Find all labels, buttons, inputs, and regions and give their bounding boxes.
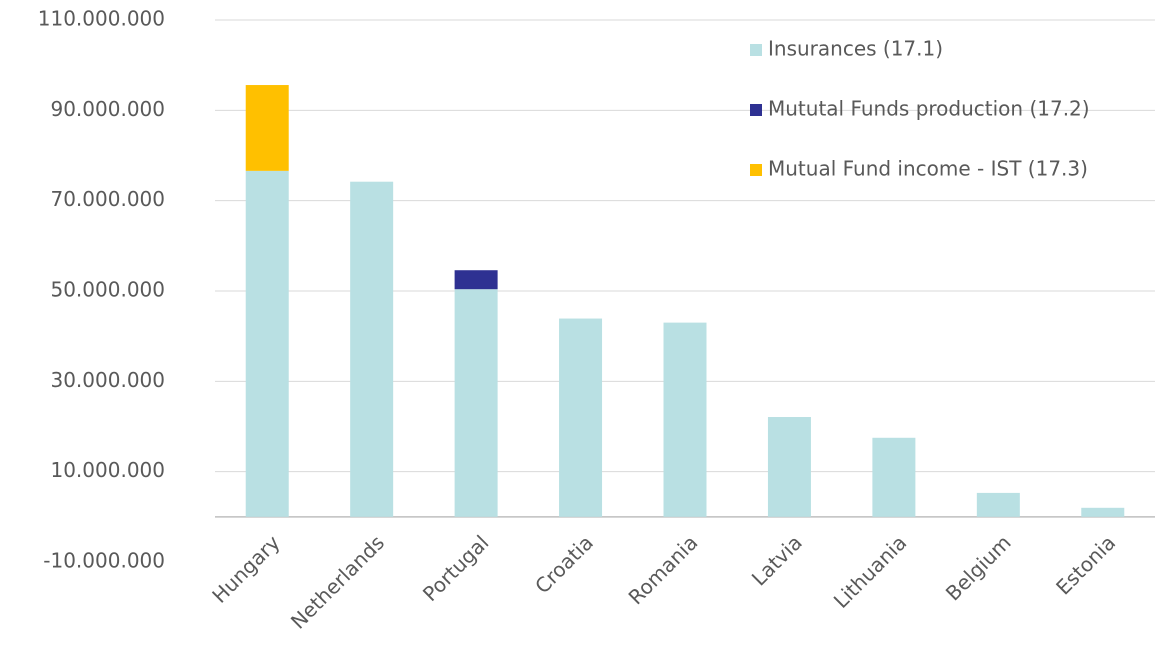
legend-label: Mutual Fund income - IST (17.3) [768,157,1088,181]
x-tick-label: Latvia [747,530,807,590]
x-tick-label: Estonia [1051,530,1120,599]
x-tick-label: Hungary [207,530,284,607]
bar-segment [559,318,603,517]
x-tick-label: Belgium [941,530,1016,605]
bar-segment [872,437,916,517]
legend-label: Mututal Funds production (17.2) [768,97,1090,121]
bar-segment [767,417,811,517]
legend-swatch [750,164,762,176]
y-tick-label: 110.000.000 [38,7,165,31]
bar-segment [454,289,498,517]
y-tick-label: 30.000.000 [50,368,165,392]
legend-label: Insurances (17.1) [768,37,943,61]
x-tick-label: Romania [624,530,703,609]
x-tick-label: Croatia [530,530,598,598]
bar-segment [245,85,289,171]
bar-segment [350,181,394,517]
x-tick-label: Portugal [418,530,494,606]
bar-segment [976,492,1020,517]
y-tick-label: 90.000.000 [50,97,165,121]
bar-segment [1081,507,1125,517]
x-tick-label: Lithuania [829,530,911,612]
y-tick-label: 50.000.000 [50,278,165,302]
legend-swatch [750,44,762,56]
legend-swatch [750,104,762,116]
bar-segment [454,270,498,290]
y-tick-label: 70.000.000 [50,187,165,211]
x-tick-label: Netherlands [286,530,389,633]
y-tick-label: -10.000.000 [43,549,165,573]
bar-segment [245,170,289,517]
bar-segment [663,322,707,517]
y-tick-label: 10.000.000 [50,458,165,482]
